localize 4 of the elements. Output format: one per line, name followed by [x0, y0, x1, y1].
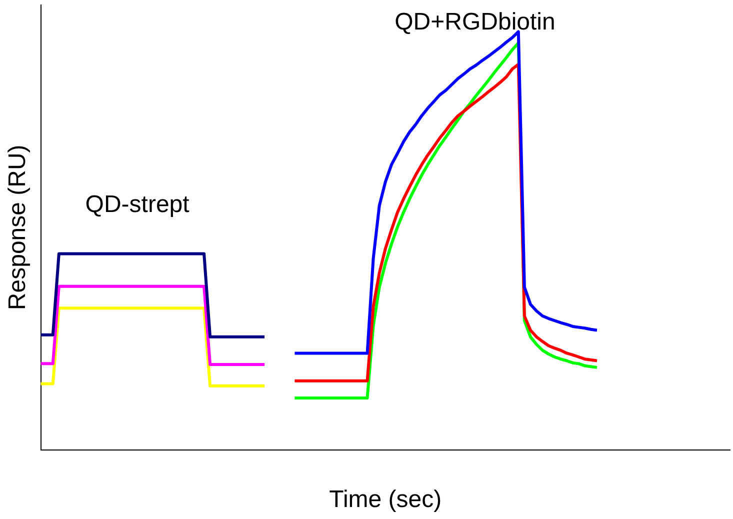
- y-axis-title: Response (RU): [4, 144, 32, 310]
- annotation: QD+RGDbiotin: [394, 8, 556, 36]
- annotation: QD-strept: [85, 190, 190, 218]
- x-axis-title: Time (sec): [329, 486, 442, 514]
